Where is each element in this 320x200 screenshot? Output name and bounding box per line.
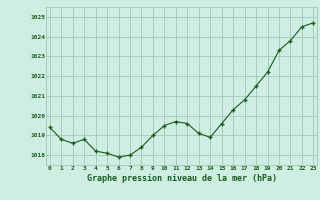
X-axis label: Graphe pression niveau de la mer (hPa): Graphe pression niveau de la mer (hPa) (87, 174, 276, 183)
